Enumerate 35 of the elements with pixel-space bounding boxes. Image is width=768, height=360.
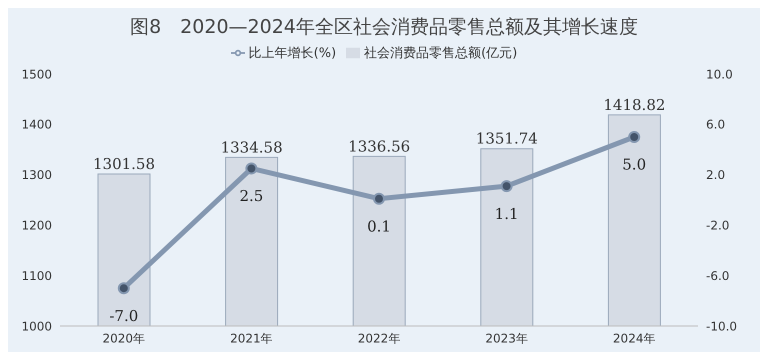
x-tick-label: 2023年 (485, 332, 528, 346)
x-tick-label: 2020年 (102, 332, 146, 346)
data-label: 1.1 (494, 204, 519, 223)
data-label: 5.0 (622, 156, 646, 174)
x-tick-label: 2021年 (230, 332, 273, 346)
data-label: 1418.82 (603, 96, 666, 114)
y2-tick-label: 2.0 (706, 168, 726, 182)
data-label: -7.0 (109, 306, 138, 325)
y-tick-label: 1300 (21, 168, 52, 182)
y-tick-label: 1200 (21, 218, 52, 232)
point (118, 282, 130, 294)
chart-title: 图8 2020—2024年全区社会消费品零售总额及其增长速度 (129, 15, 639, 40)
y-tick-label: 1000 (21, 319, 52, 334)
data-label: 1336.56 (348, 137, 410, 156)
y2-tick-label: 10.0 (706, 67, 733, 82)
y-tick-label: 1400 (21, 118, 52, 132)
point (628, 131, 640, 143)
y-tick-label: 1500 (21, 67, 52, 82)
data-label: 2.5 (239, 187, 264, 206)
point (245, 162, 258, 174)
y-tick-label: 1100 (21, 268, 52, 283)
data-label: 1351.74 (476, 130, 538, 148)
data-label: 1301.58 (92, 155, 156, 174)
x-tick-label: 2024年 (612, 332, 656, 346)
x-tick-label: 2022年 (358, 332, 400, 346)
y2-tick-label: -10.0 (706, 319, 738, 334)
point (500, 180, 513, 192)
y2-tick-label: 6.0 (706, 118, 726, 132)
legend-label: 社会消费品零售总额(亿元) (364, 46, 518, 61)
data-label: 1334.58 (220, 138, 283, 156)
data-label: 0.1 (367, 217, 391, 236)
y2-tick-label: -6.0 (706, 268, 730, 283)
legend-label: 比上年增长(%) (248, 46, 336, 61)
point (373, 192, 385, 205)
y2-tick-label: -2.0 (706, 218, 730, 232)
